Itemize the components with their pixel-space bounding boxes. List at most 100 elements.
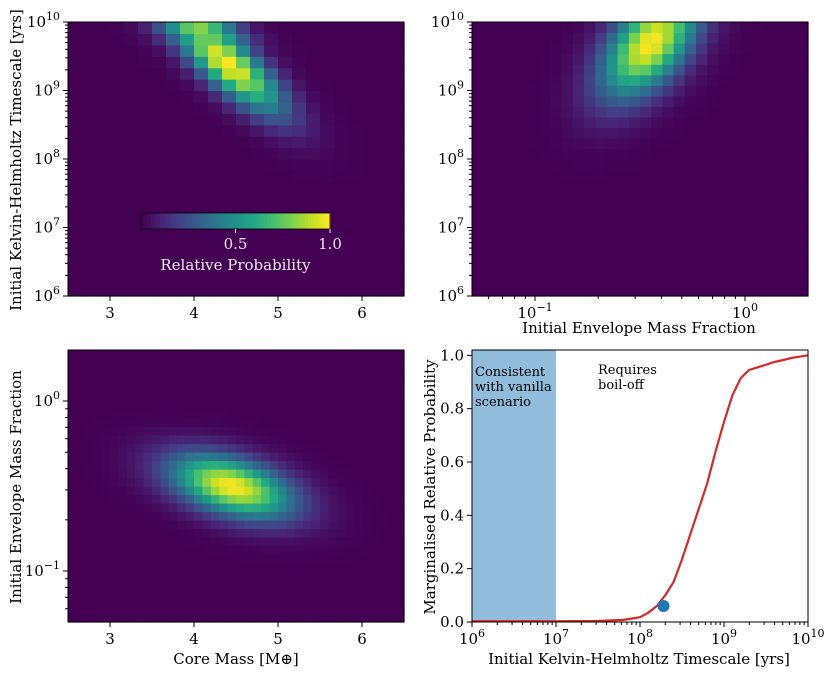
heatmap-cell — [261, 452, 271, 462]
heatmap-cell — [236, 22, 251, 35]
heatmap-cell — [250, 33, 265, 46]
heatmap-cell — [584, 106, 596, 118]
heatmap-cell — [210, 401, 220, 411]
heatmap-cell — [84, 384, 94, 394]
heatmap-cell — [376, 159, 391, 172]
heatmap-cell — [208, 22, 223, 35]
heatmap-cell — [135, 384, 145, 394]
heatmap-cell — [378, 537, 388, 547]
heatmap-cell — [336, 579, 346, 589]
heatmap-cell — [472, 169, 484, 181]
heatmap-cell — [395, 562, 405, 572]
heatmap-cell — [550, 159, 563, 171]
heatmap-cell — [236, 452, 245, 462]
heatmap-cell — [696, 106, 708, 118]
heatmap-cell — [320, 159, 335, 172]
heatmap-cell — [796, 201, 809, 213]
heatmap-cell — [505, 85, 518, 97]
heatmap-cell — [595, 53, 607, 65]
heatmap-cell — [353, 588, 363, 598]
heatmap-cell — [222, 147, 237, 160]
heatmap-cell — [348, 44, 363, 57]
heatmap-cell — [82, 101, 97, 114]
heatmap-cell — [378, 545, 388, 555]
heatmap-cell — [93, 418, 103, 428]
heatmap-cell — [110, 33, 125, 46]
heatmap-cell — [395, 511, 405, 521]
heatmap-cell — [528, 253, 540, 265]
heatmap-cell — [774, 22, 787, 34]
heatmap-cell — [718, 169, 731, 181]
heatmap-cell — [362, 409, 371, 419]
heatmap-cell — [227, 426, 237, 436]
heatmap-cell — [390, 56, 405, 69]
heatmap-cell — [387, 358, 397, 368]
heatmap-cell — [222, 227, 237, 240]
heatmap-cell — [269, 554, 279, 564]
heatmap-cell — [662, 253, 675, 265]
heatmap-cell — [320, 261, 335, 274]
heatmap-cell — [135, 537, 145, 547]
heatmap-cell — [617, 253, 630, 265]
heatmap-cell — [278, 101, 293, 114]
heatmap-cell — [110, 227, 125, 240]
heatmap-cell — [328, 528, 338, 538]
heatmap-cell — [269, 562, 279, 572]
heatmap-cell — [278, 367, 287, 377]
colorbar-segment — [216, 213, 221, 229]
heatmap-cell — [294, 520, 304, 530]
heatmap-cell — [311, 384, 321, 394]
heatmap-cell — [152, 452, 161, 462]
heatmap-cell — [516, 201, 529, 213]
heatmap-cell — [269, 452, 279, 462]
heatmap-cell — [395, 426, 405, 436]
heatmap-cell — [740, 64, 753, 76]
heatmap-cell — [194, 375, 203, 385]
heatmap-cell — [118, 503, 128, 513]
panel-top-right-cells — [472, 22, 809, 297]
heatmap-cell — [483, 116, 495, 128]
heatmap-cell — [135, 503, 145, 513]
heatmap-cell — [628, 137, 641, 150]
heatmap-cell — [227, 579, 237, 589]
heatmap-cell — [387, 435, 397, 445]
heatmap-cell — [278, 79, 293, 92]
heatmap-cell — [353, 426, 363, 436]
heatmap-cell — [160, 596, 170, 606]
heatmap-cell — [303, 409, 313, 419]
heatmap-cell — [617, 264, 630, 276]
heatmap-cell — [84, 401, 94, 411]
heatmap-cell — [261, 367, 271, 377]
heatmap-cell — [334, 33, 349, 46]
heatmap-cell — [68, 204, 83, 217]
heatmap-cell — [152, 350, 161, 360]
heatmap-cell — [707, 43, 719, 55]
heatmap-cell — [126, 494, 136, 504]
heatmap-cell — [269, 596, 279, 606]
heatmap-cell — [740, 264, 753, 276]
heatmap-cell — [208, 181, 223, 194]
heatmap-cell — [320, 588, 329, 598]
heatmap-cell — [168, 554, 178, 564]
heatmap-cell — [68, 147, 83, 160]
heatmap-cell — [303, 392, 313, 402]
heatmap-cell — [96, 181, 111, 194]
heatmap-cell — [118, 460, 128, 470]
heatmap-cell — [252, 350, 262, 360]
heatmap-cell — [152, 358, 161, 368]
heatmap-cell — [76, 596, 86, 606]
heatmap-cell — [236, 136, 251, 149]
heatmap-cell — [177, 392, 187, 402]
heatmap-cell — [740, 232, 753, 244]
heatmap-cell — [227, 435, 237, 445]
heatmap-cell — [334, 113, 349, 126]
heatmap-cell — [640, 116, 652, 128]
heatmap-cell — [617, 169, 630, 181]
heatmap-cell — [684, 85, 697, 97]
heatmap-cell — [696, 274, 708, 287]
heatmap-cell — [311, 401, 321, 411]
panel-bottom-left-cells — [68, 350, 405, 623]
heatmap-cell — [166, 284, 181, 297]
